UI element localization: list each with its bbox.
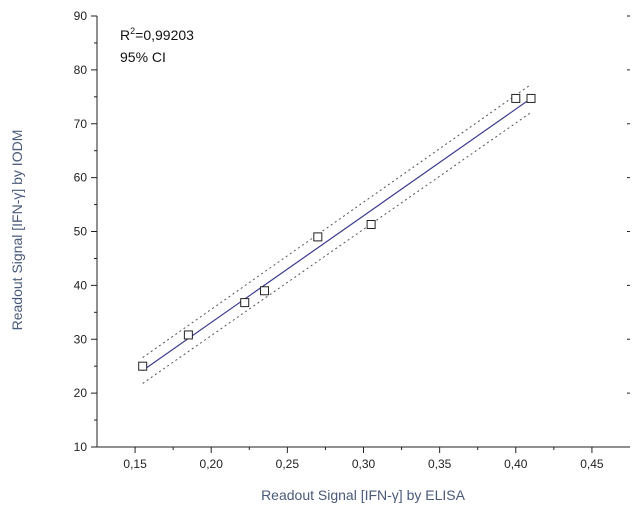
r2-value: =0,99203: [135, 27, 194, 43]
data-point: [366, 219, 376, 229]
data-point: [511, 93, 521, 103]
data-point: [313, 232, 323, 242]
data-points: [138, 93, 536, 371]
fit-lines: [142, 84, 532, 384]
y-tick-label: 70: [74, 117, 88, 131]
y-tick-label: 30: [74, 332, 88, 346]
ci-annotation: 95% CI: [120, 49, 166, 65]
x-tick-label: 0,35: [428, 457, 452, 471]
y-tick-label: 90: [74, 9, 88, 23]
x-tick-label: 0,25: [276, 457, 300, 471]
y-tick-label: 80: [74, 63, 88, 77]
ci-lower-line: [142, 112, 532, 384]
x-tick-label: 0,45: [580, 457, 604, 471]
axes: [96, 16, 630, 448]
r2-superscript: 2: [130, 26, 135, 36]
x-axis-ticks: 0,15 0,20 0,25 0,30 0,35 0,40 0,45: [123, 447, 604, 471]
y-axis-ticks: 10 20 30 40 50 60 70 80 90: [74, 9, 630, 454]
x-tick-label: 0,40: [504, 457, 528, 471]
data-point: [260, 286, 270, 296]
y-tick-label: 40: [74, 278, 88, 292]
x-tick-label: 0,15: [123, 457, 147, 471]
y-tick-label: 60: [74, 171, 88, 185]
fit-line: [142, 97, 532, 371]
y-tick-label: 50: [74, 225, 88, 239]
x-tick-label: 0,20: [200, 457, 224, 471]
data-point: [526, 93, 536, 103]
data-point: [240, 298, 250, 308]
x-axis-title: Readout Signal [IFN-γ] by ELISA: [261, 487, 466, 503]
y-axis-title: Readout Signal [IFN-γ] by IODM: [9, 130, 25, 331]
data-point: [183, 330, 193, 340]
x-tick-label: 0,30: [352, 457, 376, 471]
r2-annotation: R2=0,99203: [120, 26, 194, 43]
y-tick-label: 10: [74, 440, 88, 454]
data-point: [138, 361, 148, 371]
y-tick-label: 20: [74, 386, 88, 400]
r2-prefix: R: [120, 27, 130, 43]
ci-upper-line: [142, 84, 532, 358]
